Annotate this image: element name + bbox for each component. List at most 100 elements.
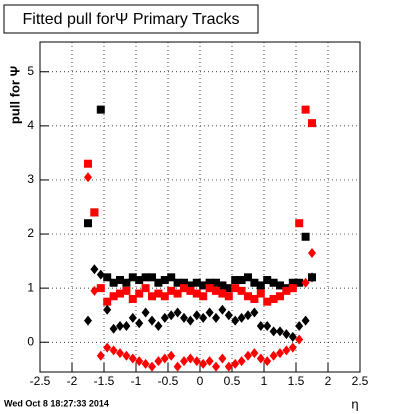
diamond-marker (308, 272, 316, 283)
diamond-marker (103, 342, 112, 353)
diamond-marker (103, 304, 112, 315)
x-tick-label: -2 (67, 374, 78, 388)
square-marker (186, 281, 195, 290)
square-marker (218, 289, 227, 298)
square-marker (288, 278, 297, 287)
diamond-marker (276, 326, 284, 337)
square-marker (96, 105, 105, 114)
square-marker (256, 289, 265, 298)
square-marker (103, 297, 112, 306)
y-tick-label: 1 (27, 280, 34, 294)
square-marker (135, 276, 144, 285)
square-marker (180, 284, 188, 293)
diamond-marker (295, 321, 304, 332)
square-marker (301, 232, 310, 241)
square-marker (205, 284, 214, 293)
square-marker (148, 273, 156, 282)
diamond-marker (295, 334, 304, 345)
diamond-marker (96, 269, 105, 280)
diamond-marker (141, 307, 150, 318)
x-tick-label: -0.5 (158, 374, 179, 388)
y-tick-label: 5 (27, 64, 34, 78)
diamond-marker (263, 321, 272, 332)
diamond-marker (192, 310, 201, 321)
square-marker (192, 289, 201, 298)
square-marker (237, 286, 246, 295)
diamond-marker (128, 312, 137, 323)
square-marker (269, 278, 278, 287)
diamond-marker (135, 356, 144, 367)
y-axis-label: pull for Ψ (7, 66, 22, 124)
square-marker (96, 284, 105, 293)
diamond-marker (160, 312, 169, 323)
square-marker (237, 276, 246, 285)
square-marker (160, 292, 169, 301)
diamond-marker (263, 356, 272, 367)
square-marker (141, 273, 150, 282)
square-marker (154, 278, 163, 287)
y-tick-label: 0 (27, 334, 34, 348)
diamond-marker (122, 321, 131, 332)
square-marker (224, 284, 233, 293)
square-marker (173, 289, 182, 298)
diamond-marker (288, 342, 297, 353)
diamond-marker (199, 312, 208, 323)
x-tick-label: 0.5 (224, 374, 241, 388)
diamond-marker (250, 348, 259, 359)
diamond-marker (205, 356, 214, 367)
square-marker (167, 273, 176, 282)
diamond-marker (244, 310, 252, 321)
diamond-marker (269, 350, 278, 361)
diamond-marker (109, 345, 118, 356)
diamond-marker (244, 350, 252, 361)
square-marker (154, 289, 163, 298)
square-marker (256, 281, 265, 290)
square-marker (199, 292, 208, 301)
diamond-marker (160, 353, 169, 364)
square-marker (288, 284, 297, 293)
diamond-marker (141, 358, 150, 369)
diamond-marker (231, 315, 240, 326)
x-tick-label: 1 (261, 374, 268, 388)
square-marker (231, 284, 240, 293)
square-marker (269, 294, 278, 303)
diamond-marker (282, 329, 291, 340)
diamond-marker (90, 285, 99, 296)
diamond-marker (186, 353, 195, 364)
x-tick-label: -2.5 (30, 374, 51, 388)
diamond-marker (282, 345, 291, 356)
square-marker (141, 284, 150, 293)
diamond-marker (308, 247, 316, 258)
diamond-marker (148, 315, 156, 326)
x-tick-label: 0 (197, 374, 204, 388)
square-marker (212, 286, 220, 295)
diamond-marker (224, 361, 233, 372)
square-marker (186, 286, 195, 295)
square-marker (212, 278, 220, 287)
square-marker (250, 294, 259, 303)
diamond-marker (173, 361, 182, 372)
diamond-marker (212, 312, 220, 323)
square-marker (282, 286, 291, 295)
diamond-marker (154, 356, 163, 367)
square-marker (276, 281, 284, 290)
diamond-marker (276, 348, 284, 359)
chart-title: Fitted pull forΨ Primary Tracks (23, 11, 240, 28)
square-marker (263, 276, 272, 285)
diamond-marker (192, 356, 201, 367)
diamond-marker (301, 315, 310, 326)
square-marker (250, 278, 259, 287)
diamond-marker (180, 356, 188, 367)
diamond-marker (231, 358, 240, 369)
square-marker (128, 294, 137, 303)
square-marker (148, 292, 156, 301)
diamond-marker (199, 358, 208, 369)
diamond-marker (186, 315, 195, 326)
square-marker (192, 278, 201, 287)
square-marker (180, 278, 188, 287)
square-marker (244, 273, 252, 282)
diamond-marker (250, 307, 259, 318)
square-marker (116, 289, 124, 298)
square-marker (205, 278, 214, 287)
